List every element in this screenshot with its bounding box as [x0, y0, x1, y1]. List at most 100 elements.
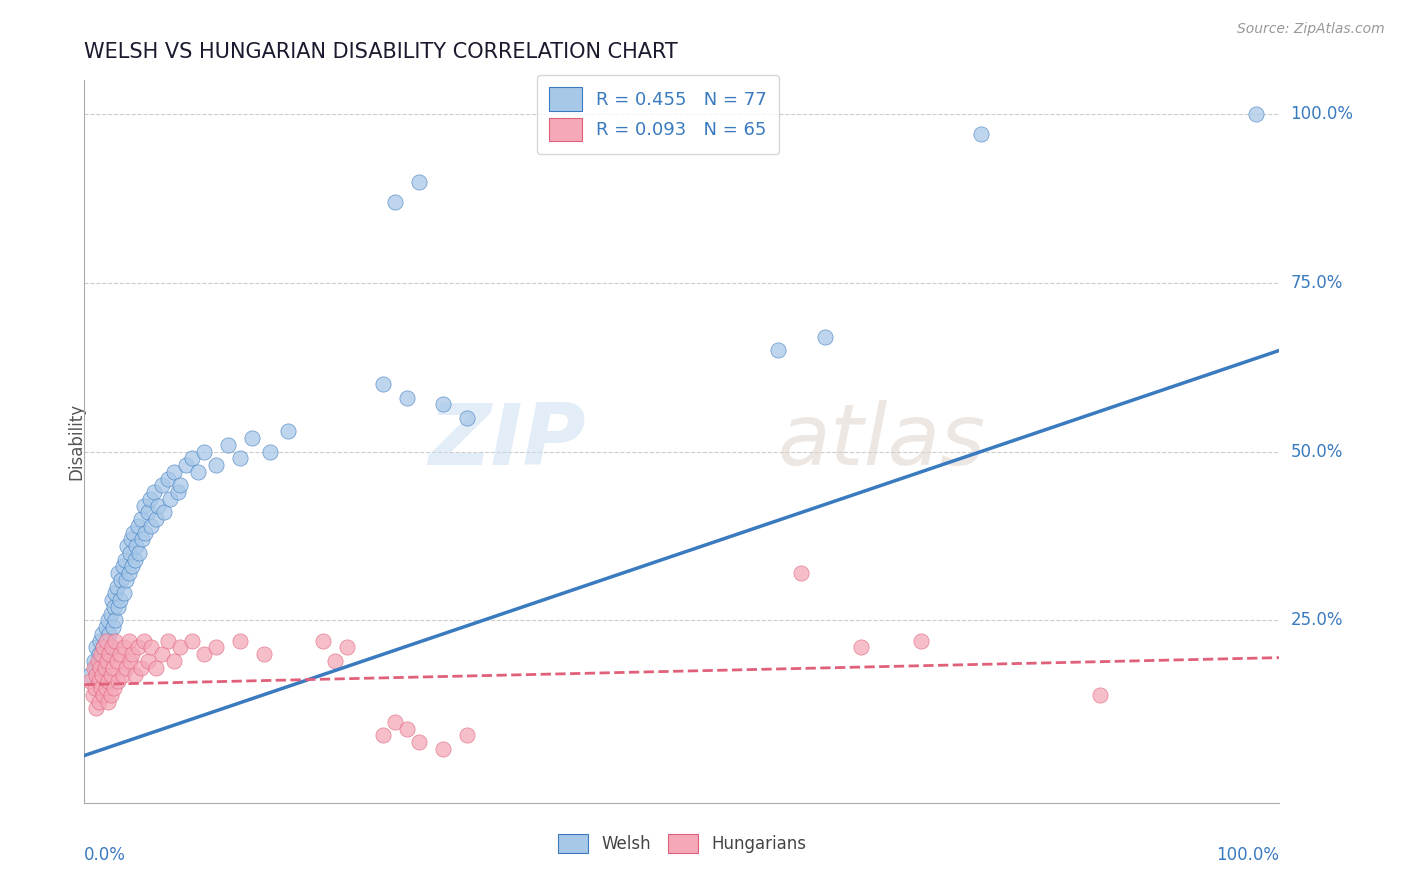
- Point: [89, 633, 111, 648]
- Point: [253, 647, 276, 661]
- Point: [91, 654, 114, 668]
- Point: [97, 694, 120, 708]
- Point: [128, 546, 150, 560]
- Point: [205, 640, 228, 655]
- Text: 75.0%: 75.0%: [1291, 274, 1343, 292]
- Point: [86, 661, 108, 675]
- Point: [910, 633, 932, 648]
- Point: [110, 573, 132, 587]
- Point: [83, 654, 105, 668]
- Point: [193, 647, 215, 661]
- Point: [114, 552, 136, 566]
- Point: [1090, 688, 1112, 702]
- Point: [136, 505, 159, 519]
- Text: Source: ZipAtlas.com: Source: ZipAtlas.com: [1237, 22, 1385, 37]
- Point: [96, 654, 118, 668]
- Point: [970, 128, 993, 142]
- Point: [94, 620, 117, 634]
- Point: [129, 661, 152, 675]
- Point: [98, 627, 121, 641]
- Point: [229, 633, 252, 648]
- Point: [127, 640, 149, 655]
- Point: [851, 640, 873, 655]
- Point: [145, 512, 167, 526]
- Point: [104, 586, 127, 600]
- Point: [136, 654, 159, 668]
- Point: [141, 640, 163, 655]
- Point: [105, 580, 128, 594]
- Point: [205, 458, 228, 472]
- Point: [104, 633, 127, 648]
- Point: [100, 607, 122, 621]
- Point: [169, 478, 191, 492]
- Point: [117, 633, 139, 648]
- Point: [396, 391, 419, 405]
- Text: atlas: atlas: [778, 400, 986, 483]
- Point: [277, 425, 299, 439]
- Point: [142, 485, 165, 500]
- Point: [131, 533, 153, 547]
- Point: [98, 647, 121, 661]
- Point: [103, 681, 125, 695]
- Point: [169, 640, 191, 655]
- Point: [93, 640, 115, 655]
- Point: [456, 411, 478, 425]
- Point: [163, 654, 186, 668]
- Point: [181, 451, 204, 466]
- Point: [107, 566, 129, 581]
- Point: [121, 647, 143, 661]
- Point: [87, 694, 110, 708]
- Point: [118, 654, 141, 668]
- Point: [432, 741, 454, 756]
- Point: [87, 674, 110, 689]
- Point: [107, 599, 129, 614]
- Point: [145, 661, 167, 675]
- Point: [83, 661, 105, 675]
- Point: [373, 728, 395, 742]
- Point: [94, 647, 117, 661]
- Point: [117, 566, 139, 581]
- Text: 0.0%: 0.0%: [84, 847, 127, 864]
- Point: [157, 633, 180, 648]
- Point: [97, 674, 120, 689]
- Point: [384, 714, 406, 729]
- Point: [766, 343, 789, 358]
- Point: [94, 633, 117, 648]
- Point: [157, 472, 180, 486]
- Point: [101, 593, 124, 607]
- Point: [134, 525, 156, 540]
- Legend: Welsh, Hungarians: Welsh, Hungarians: [551, 827, 813, 860]
- Point: [259, 444, 281, 458]
- Point: [110, 593, 132, 607]
- Point: [84, 681, 107, 695]
- Point: [94, 681, 117, 695]
- Point: [86, 701, 108, 715]
- Point: [174, 458, 197, 472]
- Point: [139, 491, 162, 506]
- Point: [82, 688, 104, 702]
- Point: [336, 640, 359, 655]
- Point: [129, 512, 152, 526]
- Point: [148, 499, 170, 513]
- Point: [125, 539, 148, 553]
- Point: [100, 667, 122, 681]
- Point: [432, 397, 454, 411]
- Point: [96, 633, 118, 648]
- Point: [121, 559, 143, 574]
- Point: [141, 519, 163, 533]
- Point: [408, 735, 430, 749]
- Point: [124, 667, 146, 681]
- Text: 100.0%: 100.0%: [1216, 847, 1279, 864]
- Y-axis label: Disability: Disability: [67, 403, 84, 480]
- Point: [97, 614, 120, 628]
- Point: [325, 654, 347, 668]
- Point: [101, 620, 124, 634]
- Point: [127, 519, 149, 533]
- Point: [408, 175, 430, 189]
- Point: [93, 688, 115, 702]
- Point: [101, 640, 124, 655]
- Text: 100.0%: 100.0%: [1291, 105, 1354, 123]
- Point: [159, 491, 181, 506]
- Point: [124, 552, 146, 566]
- Point: [240, 431, 263, 445]
